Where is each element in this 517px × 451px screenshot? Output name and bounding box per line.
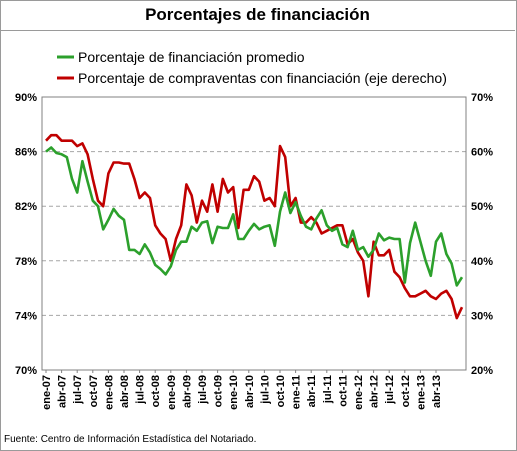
y-right-tick-label: 30% (471, 310, 493, 322)
x-tick-label: oct-12 (400, 375, 412, 407)
x-tick-label: abr-09 (181, 375, 193, 408)
x-tick-label: abr-10 (244, 375, 256, 408)
x-tick-label: oct-11 (337, 375, 349, 407)
x-tick-label: jul-11 (322, 375, 334, 404)
x-tick-label: abr-07 (57, 375, 69, 408)
y-left-tick-label: 90% (15, 92, 37, 104)
y-left-tick-label: 74% (15, 310, 37, 322)
x-tick-label: ene-13 (415, 375, 427, 410)
chart-title: Porcentajes de financiación (145, 5, 370, 24)
y-right-tick-label: 20% (471, 365, 493, 377)
series-lines (45, 133, 464, 320)
series-line-compraventas-financiacion (45, 133, 464, 320)
x-tick-label: jul-08 (135, 375, 147, 405)
legend: Porcentaje de financiación promedio Porce… (57, 49, 447, 86)
x-tick-label: jul-09 (197, 375, 209, 405)
x-tick-label: abr-12 (369, 375, 381, 408)
y-right-tick-label: 40% (471, 256, 493, 268)
x-tick-label: abr-13 (431, 375, 443, 408)
x-tick-label: oct-07 (88, 375, 100, 407)
x-tick-label: oct-10 (275, 375, 287, 407)
x-tick-label: abr-11 (306, 375, 318, 407)
y-left-tick-label: 78% (15, 256, 37, 268)
source-note: Fuente: Centro de Información Estadístic… (4, 434, 257, 445)
y-axis-right: 20% 30% 40% 50% 60% 70% (471, 92, 493, 377)
y-left-tick-label: 70% (15, 365, 37, 377)
x-tick-label: oct-08 (150, 375, 162, 407)
y-left-tick-label: 82% (15, 201, 37, 213)
x-tick-label: abr-08 (119, 375, 131, 408)
y-left-tick-label: 86% (15, 147, 37, 159)
x-tick-label: ene-07 (41, 375, 53, 410)
y-axis-left: 70% 74% 78% 82% 86% 90% (15, 92, 37, 377)
grid-lines (42, 151, 466, 316)
x-tick-label: jul-12 (384, 375, 396, 405)
legend-label: Porcentaje de compraventas con financiac… (78, 70, 447, 86)
x-axis: ene-07 abr-07 jul-07 oct-07 ene-08 abr-08 jul-… (41, 370, 443, 410)
x-tick-label: ene-08 (103, 375, 115, 410)
x-tick-label: jul-07 (72, 375, 84, 405)
series-line-financiacion-promedio (45, 146, 464, 287)
y-right-tick-label: 70% (471, 92, 493, 104)
x-tick-label: oct-09 (213, 375, 225, 407)
plot-area-border (41, 96, 467, 371)
x-tick-label: ene-11 (291, 375, 303, 409)
y-right-tick-label: 50% (471, 201, 493, 213)
x-tick-label: jul-10 (259, 375, 271, 405)
y-right-tick-label: 60% (471, 147, 493, 159)
chart-title-box: Porcentajes de financiación (0, 0, 515, 31)
x-tick-label: ene-09 (166, 375, 178, 410)
legend-label: Porcentaje de financiación promedio (78, 49, 305, 65)
x-tick-label: ene-12 (353, 375, 365, 410)
x-tick-label: ene-10 (228, 375, 240, 410)
